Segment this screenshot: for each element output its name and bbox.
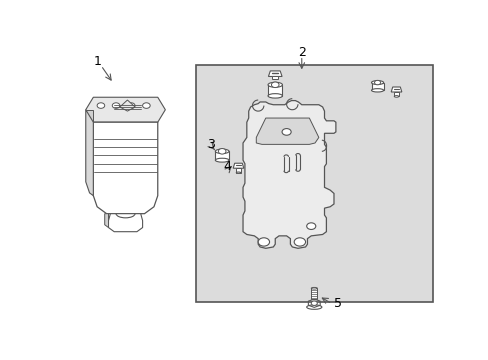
Circle shape	[127, 103, 135, 108]
Polygon shape	[268, 71, 282, 76]
Polygon shape	[243, 100, 335, 248]
Ellipse shape	[371, 89, 383, 92]
Ellipse shape	[215, 158, 228, 162]
Polygon shape	[390, 87, 401, 92]
Text: 3: 3	[206, 138, 214, 151]
Ellipse shape	[236, 172, 240, 174]
Polygon shape	[85, 110, 93, 195]
Circle shape	[311, 301, 317, 305]
Polygon shape	[85, 110, 93, 122]
Circle shape	[282, 129, 290, 135]
Circle shape	[218, 149, 225, 154]
Circle shape	[258, 238, 269, 246]
Polygon shape	[93, 122, 158, 214]
Bar	[371, 82, 383, 90]
Ellipse shape	[215, 149, 228, 153]
Circle shape	[97, 103, 104, 108]
Text: 1: 1	[93, 55, 101, 68]
Circle shape	[306, 223, 315, 229]
Circle shape	[271, 82, 279, 87]
Ellipse shape	[371, 81, 383, 85]
Circle shape	[374, 80, 380, 85]
Ellipse shape	[306, 305, 321, 309]
Circle shape	[294, 238, 305, 246]
Bar	[215, 151, 228, 160]
Polygon shape	[256, 118, 318, 144]
Polygon shape	[85, 97, 165, 122]
Bar	[236, 168, 240, 173]
Circle shape	[112, 103, 120, 108]
Ellipse shape	[393, 96, 398, 97]
Bar	[272, 76, 278, 79]
Circle shape	[142, 103, 150, 108]
Bar	[311, 288, 317, 299]
Text: 5: 5	[333, 297, 341, 310]
Text: 4: 4	[223, 160, 231, 173]
Polygon shape	[120, 100, 135, 111]
Bar	[393, 92, 398, 96]
Polygon shape	[108, 214, 142, 232]
Ellipse shape	[267, 82, 282, 87]
Ellipse shape	[311, 287, 317, 289]
Polygon shape	[233, 163, 244, 168]
Text: 2: 2	[297, 46, 305, 59]
Bar	[267, 85, 282, 96]
Ellipse shape	[267, 94, 282, 98]
Bar	[195, 66, 432, 302]
Polygon shape	[104, 214, 108, 228]
